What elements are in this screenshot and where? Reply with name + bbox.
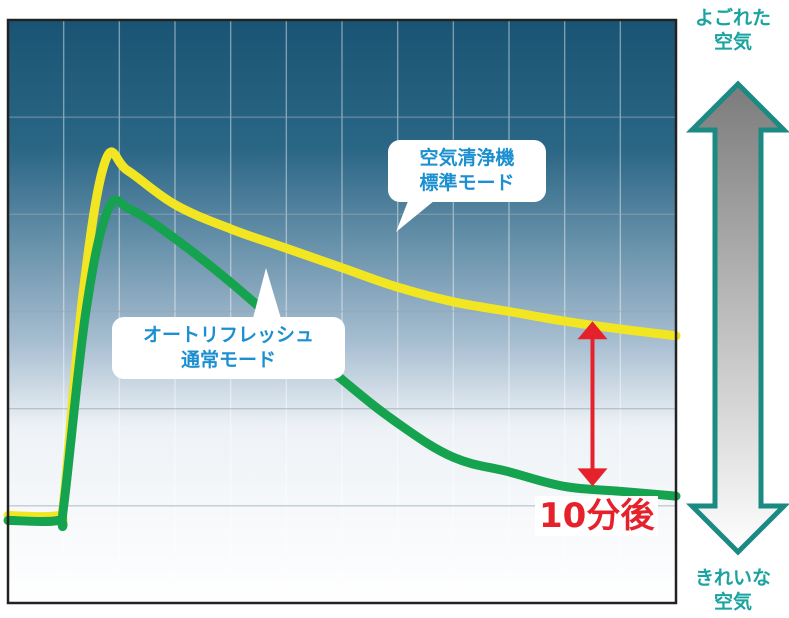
difference-arrow-head-down — [577, 468, 608, 487]
callout-pointer-standard — [396, 196, 440, 232]
annotation-layer — [577, 321, 608, 487]
series-line-auto-refresh-mode — [3, 195, 681, 532]
y-bottom-label: きれいな 空気 — [694, 567, 771, 613]
difference-arrow-head-up — [577, 321, 608, 340]
clean-dirty-arrow — [685, 80, 789, 556]
callout-pointer-auto — [252, 268, 282, 322]
plot-frame — [6, 18, 678, 605]
series-label-auto-refresh-mode: オートリフレッシュ 通常モード — [112, 317, 345, 379]
y-top-label: よごれた 空気 — [694, 7, 771, 53]
series-layer — [3, 147, 681, 532]
annotation-label: 10分後 — [535, 496, 659, 536]
series-label-standard-mode: 空気清浄機 標準モード — [388, 140, 546, 202]
